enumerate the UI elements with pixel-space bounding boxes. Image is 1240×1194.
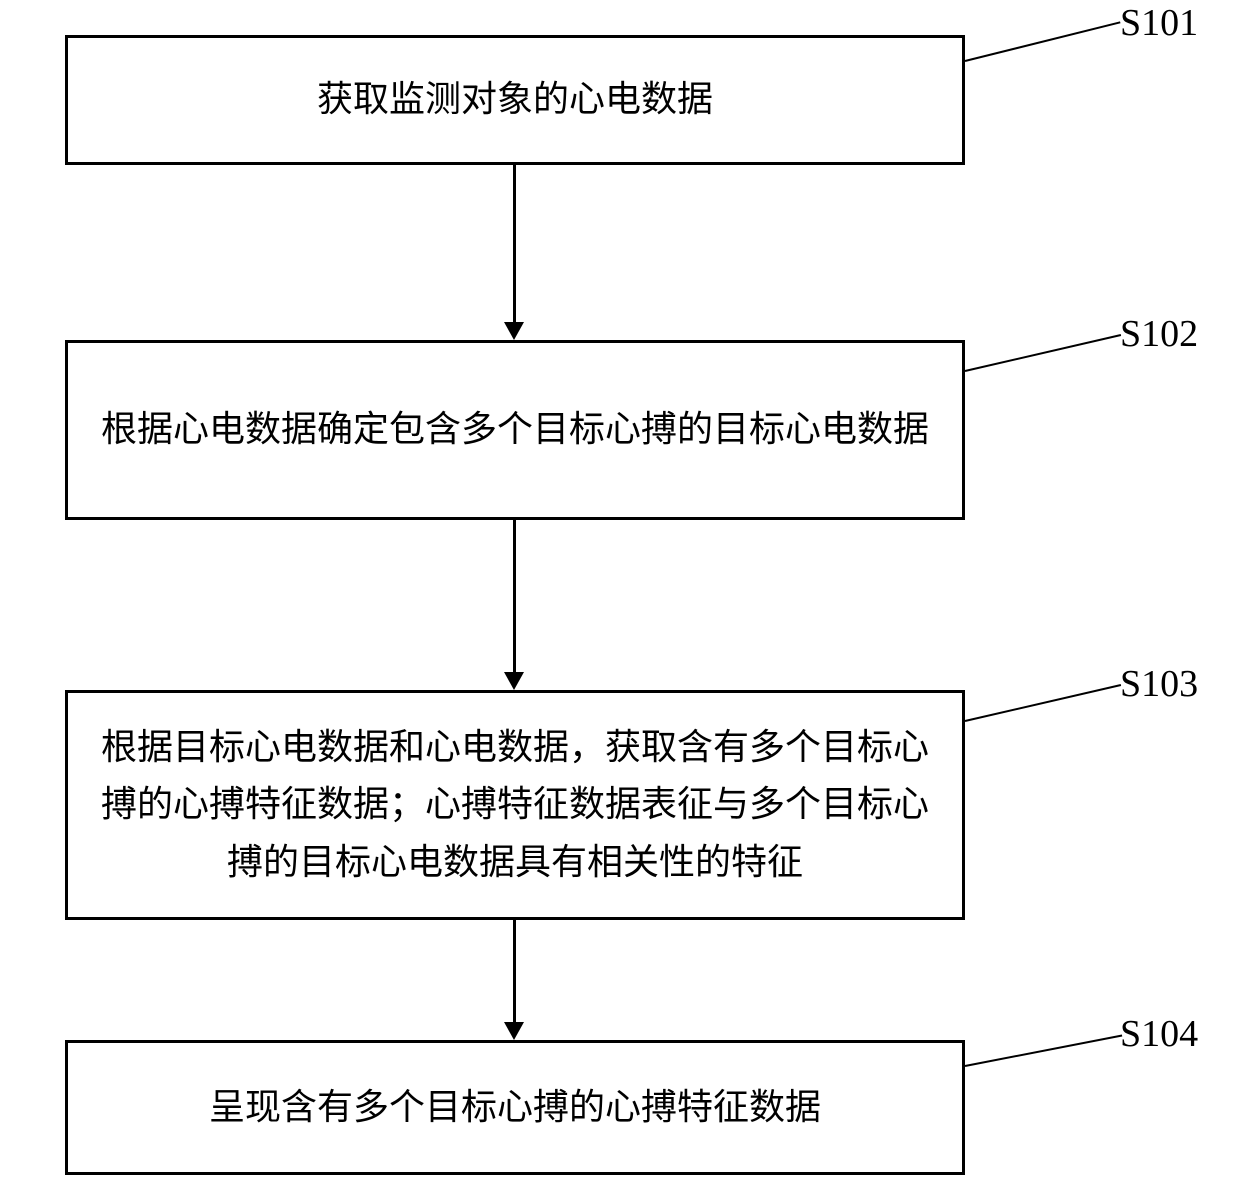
flowchart-node-2: 根据心电数据确定包含多个目标心搏的目标心电数据 — [65, 340, 965, 520]
arrow-1-2 — [513, 165, 516, 322]
flowchart-node-1: 获取监测对象的心电数据 — [65, 35, 965, 165]
flowchart-container: 获取监测对象的心电数据 S101 根据心电数据确定包含多个目标心搏的目标心电数据… — [0, 0, 1240, 1194]
flowchart-node-3: 根据目标心电数据和心电数据，获取含有多个目标心搏的心搏特征数据；心搏特征数据表征… — [65, 690, 965, 920]
arrow-3-4 — [513, 920, 516, 1022]
node-1-label-line — [965, 21, 1121, 62]
node-4-label-line — [965, 1034, 1122, 1066]
node-4-text: 呈现含有多个目标心搏的心搏特征数据 — [209, 1079, 821, 1137]
node-2-label: S102 — [1120, 312, 1198, 356]
arrow-head-3-4 — [504, 1022, 524, 1040]
node-1-label: S101 — [1120, 1, 1198, 45]
node-2-text: 根据心电数据确定包含多个目标心搏的目标心电数据 — [101, 401, 929, 459]
node-1-text: 获取监测对象的心电数据 — [317, 71, 713, 129]
node-3-label-line — [965, 684, 1121, 722]
node-3-label: S103 — [1120, 662, 1198, 706]
flowchart-node-4: 呈现含有多个目标心搏的心搏特征数据 — [65, 1040, 965, 1175]
arrow-head-2-3 — [504, 672, 524, 690]
arrow-2-3 — [513, 520, 516, 672]
node-4-label: S104 — [1120, 1012, 1198, 1056]
node-3-text: 根据目标心电数据和心电数据，获取含有多个目标心搏的心搏特征数据；心搏特征数据表征… — [98, 719, 932, 892]
node-2-label-line — [965, 334, 1121, 372]
arrow-head-1-2 — [504, 322, 524, 340]
